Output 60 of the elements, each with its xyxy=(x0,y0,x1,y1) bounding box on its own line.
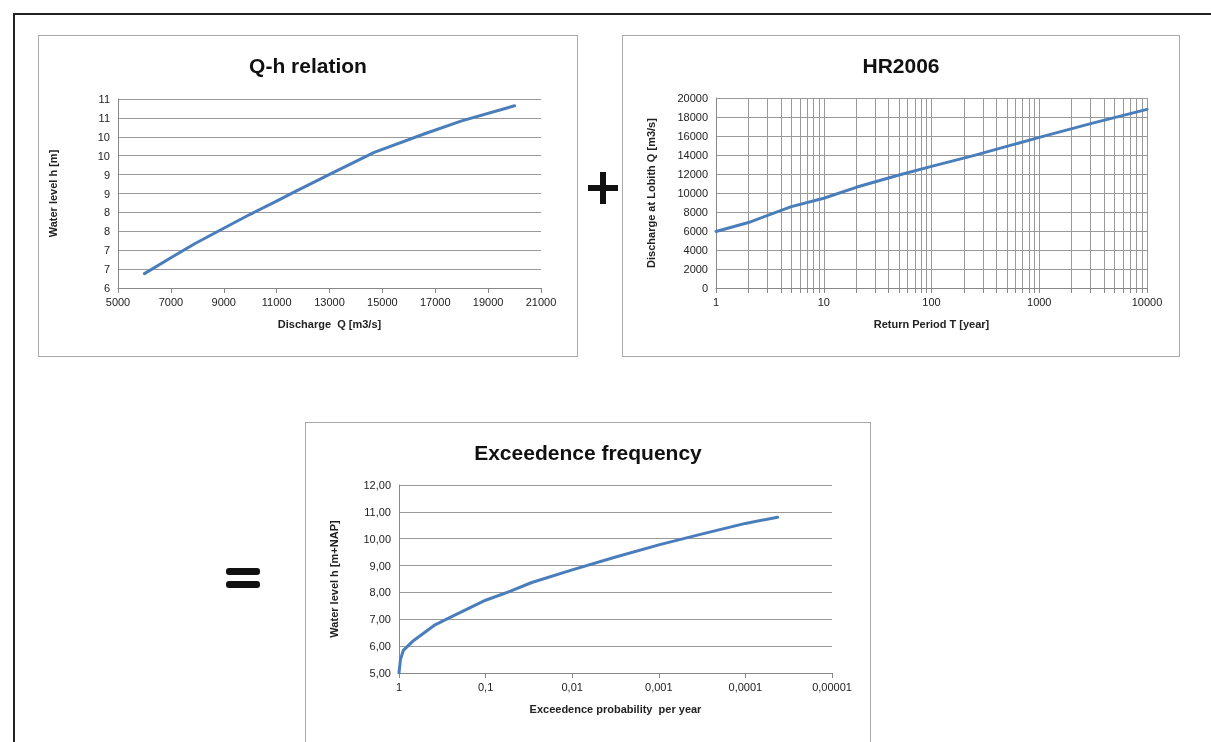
chart-title: Q-h relation xyxy=(249,54,367,77)
y-tick-label: 6000 xyxy=(683,225,708,237)
y-tick-label: 11 xyxy=(98,93,110,105)
line-series xyxy=(142,104,517,276)
y-tick-label: 6,00 xyxy=(369,640,391,653)
y-tick-label: 9 xyxy=(103,168,110,181)
x-tick-label: 19000 xyxy=(472,295,504,308)
x-tick-label: 1000 xyxy=(1027,295,1052,308)
x-tick-label: 0,0001 xyxy=(728,680,763,693)
x-tick-label: 21000 xyxy=(525,295,557,308)
y-tick-label: 8,00 xyxy=(369,586,391,599)
x-tick-label: 10 xyxy=(817,295,830,308)
y-axis-title: Water level h [m+NAP] xyxy=(327,520,340,638)
y-tick-label: 7 xyxy=(103,244,110,257)
y-tick-label: 9,00 xyxy=(369,559,391,572)
x-tick-label: 100 xyxy=(922,295,941,308)
x-tick-label: 0,001 xyxy=(645,680,673,693)
x-tick-label: 9000 xyxy=(211,295,236,308)
y-tick-label: 8 xyxy=(103,225,110,238)
y-tick-label: 8 xyxy=(103,206,110,219)
y-tick-label: 14000 xyxy=(677,149,708,161)
x-tick-label: 0,00001 xyxy=(812,680,852,693)
x-axis-title: Discharge Q [m3/s] xyxy=(277,317,382,330)
y-tick-label: 8000 xyxy=(683,206,708,218)
y-tick-label: 10 xyxy=(97,130,110,143)
x-tick-label: 15000 xyxy=(367,295,398,308)
y-axis-title: Discharge at Lobith Q [m3/s] xyxy=(644,117,657,268)
y-tick-label: 2000 xyxy=(683,263,708,275)
x-tick-label: 10000 xyxy=(1131,295,1163,308)
y-tick-label: 10 xyxy=(97,149,110,162)
y-tick-label: 4000 xyxy=(683,244,708,256)
y-tick-label: 11,00 xyxy=(364,505,391,518)
x-tick-label: 5000 xyxy=(105,295,131,308)
y-tick-label: 12,00 xyxy=(363,479,391,491)
chart-title: Exceedence frequency xyxy=(474,441,703,464)
y-axis-title: Water level h [m] xyxy=(46,149,59,238)
y-tick-label: 20000 xyxy=(677,92,708,104)
y-tick-label: 6 xyxy=(103,282,110,294)
x-tick-label: 17000 xyxy=(419,295,451,308)
y-tick-label: 10000 xyxy=(677,187,708,199)
x-tick-label: 0,01 xyxy=(561,680,583,693)
y-tick-label: 16000 xyxy=(677,130,708,142)
y-tick-label: 9 xyxy=(103,187,110,200)
y-tick-label: 10,00 xyxy=(363,532,391,545)
y-tick-label: 0 xyxy=(701,282,708,294)
x-axis-title: Exceedence probability per year xyxy=(529,702,703,715)
x-tick-label: 0,1 xyxy=(477,680,494,693)
y-tick-label: 11 xyxy=(98,111,110,124)
x-tick-label: 13000 xyxy=(314,295,345,308)
y-tick-label: 18000 xyxy=(677,111,708,123)
x-tick-label: 1 xyxy=(712,295,720,308)
y-tick-label: 7,00 xyxy=(369,613,391,626)
x-tick-label: 1 xyxy=(395,680,403,693)
chart-title: HR2006 xyxy=(862,54,940,77)
x-tick-label: 11000 xyxy=(261,295,292,308)
x-axis-title: Return Period T [year] xyxy=(873,317,990,330)
y-tick-label: 7 xyxy=(103,263,110,276)
x-tick-label: 7000 xyxy=(158,295,184,308)
y-tick-label: 5,00 xyxy=(369,667,391,679)
y-tick-label: 12000 xyxy=(677,168,708,180)
